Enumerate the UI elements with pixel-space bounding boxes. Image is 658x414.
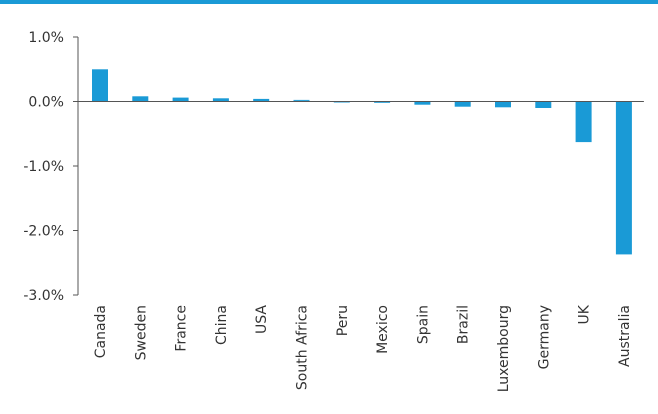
y-tick-label: -2.0% bbox=[23, 224, 64, 240]
bar-australia bbox=[615, 101, 632, 255]
bar-usa bbox=[253, 98, 270, 102]
bar-canada bbox=[92, 69, 108, 102]
bar-germany bbox=[535, 101, 552, 108]
y-tick-label: -1.0% bbox=[23, 159, 64, 175]
bar-mexico bbox=[374, 101, 391, 103]
bar-luxembourg bbox=[495, 101, 511, 108]
y-tick-label: 1.0% bbox=[28, 30, 64, 46]
x-axis-labels: Canada Sweden France China USA South Africa Pe… bbox=[93, 304, 633, 392]
x-category-label: Mexico bbox=[375, 305, 391, 354]
bars bbox=[92, 69, 632, 255]
x-category-label: Brazil bbox=[456, 305, 472, 344]
bar-france bbox=[172, 97, 189, 102]
x-category-label: Luxembourg bbox=[496, 305, 512, 392]
bar-uk bbox=[575, 101, 592, 143]
y-axis: 1.0% 0.0% -1.0% -2.0% -3.0% bbox=[23, 30, 79, 304]
x-category-label: Peru bbox=[335, 305, 351, 336]
y-tick-label: 0.0% bbox=[28, 95, 64, 111]
x-category-label: USA bbox=[254, 305, 270, 334]
bar-spain bbox=[414, 101, 431, 105]
bar-south-africa bbox=[293, 99, 310, 101]
bar-brazil bbox=[454, 101, 471, 107]
bar-sweden bbox=[132, 96, 149, 102]
x-category-label: Germany bbox=[536, 305, 552, 369]
x-category-label: Sweden bbox=[133, 305, 149, 360]
x-category-label: Canada bbox=[93, 305, 109, 358]
x-category-label: China bbox=[214, 305, 230, 345]
x-category-label: France bbox=[174, 305, 190, 352]
bar-china bbox=[212, 98, 229, 102]
x-category-label: Spain bbox=[415, 305, 431, 344]
x-category-label: South Africa bbox=[295, 305, 311, 390]
x-category-label: Australia bbox=[617, 305, 633, 367]
y-tick-label: -3.0% bbox=[23, 288, 64, 304]
top-accent-rule bbox=[0, 0, 658, 4]
x-category-label: UK bbox=[577, 304, 593, 324]
